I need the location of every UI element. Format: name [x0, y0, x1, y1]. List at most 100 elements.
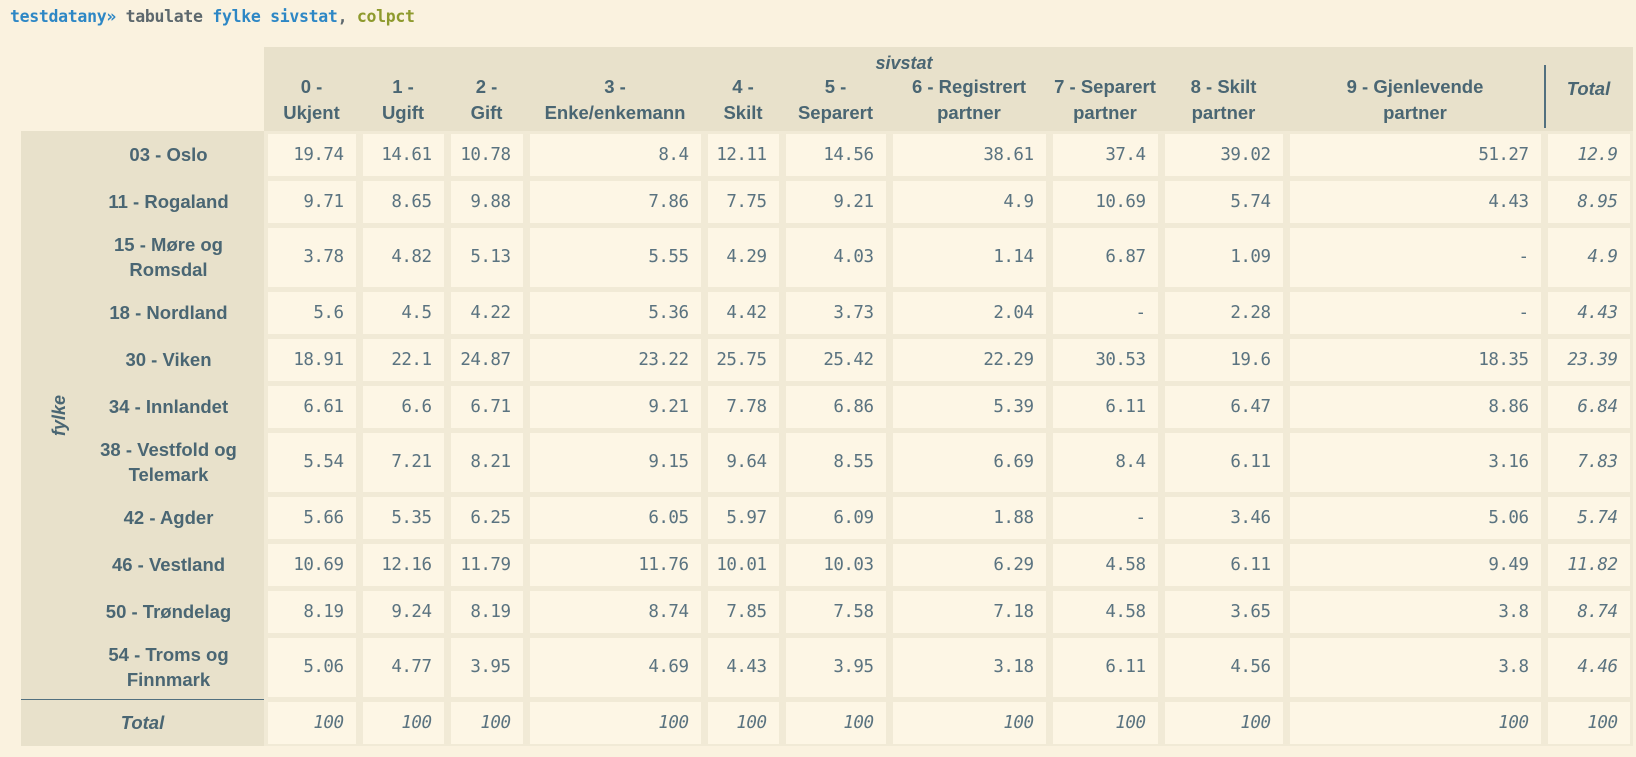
column-header-line: 8 - Skilt	[1190, 76, 1257, 97]
data-cell: 6.61	[267, 385, 356, 428]
row-total-cell: 8.74	[1547, 590, 1630, 633]
total-column-header: Total	[1544, 47, 1633, 131]
column-header-line: partner	[1383, 102, 1447, 123]
data-cell: 4.42	[707, 291, 779, 334]
data-cell: 5.13	[450, 227, 523, 287]
data-cell: 6.11	[1052, 385, 1158, 428]
row-label-text: 11 - Rogaland	[108, 191, 229, 212]
command-segment-prompt: testdatany»	[10, 7, 116, 26]
data-cell: 5.66	[267, 496, 356, 539]
row-label: 38 - Vestfold og Telemark	[21, 430, 264, 494]
row-label-text: 03 - Oslo	[129, 144, 208, 165]
data-cell: 9.49	[1289, 543, 1541, 586]
column-header-line: partner	[937, 102, 1001, 123]
row-label: 03 - Oslo	[21, 131, 264, 178]
column-header-line: 3 -	[604, 76, 626, 97]
data-cell: 9.24	[362, 590, 444, 633]
data-cell: 18.91	[267, 338, 356, 381]
data-cell: 4.58	[1052, 543, 1158, 586]
data-cell: 4.69	[529, 637, 701, 697]
data-cell: 4.5	[362, 291, 444, 334]
data-cell: 4.82	[362, 227, 444, 287]
column-header: 1 - Ugift	[359, 73, 447, 131]
column-header-line: partner	[1191, 102, 1256, 123]
data-cell: 5.36	[529, 291, 701, 334]
row-label-text: 50 - Trøndelag	[105, 601, 232, 622]
data-cell: 22.29	[892, 338, 1046, 381]
column-header-line: 5 -	[824, 76, 847, 97]
data-cell: 2.28	[1164, 291, 1283, 334]
data-cell: 39.02	[1164, 133, 1283, 176]
data-cell: 30.53	[1052, 338, 1158, 381]
data-cell: 9.21	[785, 180, 886, 223]
row-label: 11 - Rogaland	[21, 178, 264, 225]
data-cell: 25.75	[707, 338, 779, 381]
column-header-line: Gift	[470, 102, 503, 123]
data-cell: 4.9	[892, 180, 1046, 223]
data-cell: 7.18	[892, 590, 1046, 633]
data-cell: 7.78	[707, 385, 779, 428]
column-header: 5 - Separert	[782, 73, 889, 131]
data-cell: 4.77	[362, 637, 444, 697]
row-total-cell: 12.9	[1547, 133, 1630, 176]
column-header-line: 1 -	[392, 76, 414, 97]
data-cell: 4.56	[1164, 637, 1283, 697]
data-cell: -	[1052, 291, 1158, 334]
data-cell: 6.86	[785, 385, 886, 428]
column-total-cell: 100	[1289, 701, 1541, 744]
row-label-text: 42 - Agder	[123, 507, 214, 528]
data-cell: 6.11	[1164, 432, 1283, 492]
data-cell: 10.78	[450, 133, 523, 176]
row-label-text: 38 - Vestfold og Telemark	[100, 439, 237, 485]
data-cell: 6.11	[1164, 543, 1283, 586]
row-group-label: fylke	[49, 394, 70, 436]
column-total-cell: 100	[362, 701, 444, 744]
row-label: 34 - Innlandet	[21, 383, 264, 430]
data-cell: 3.16	[1289, 432, 1541, 492]
data-cell: -	[1289, 291, 1541, 334]
data-cell: 51.27	[1289, 133, 1541, 176]
data-cell: -	[1052, 496, 1158, 539]
row-total-cell: 4.43	[1547, 291, 1630, 334]
data-cell: 4.43	[707, 637, 779, 697]
data-cell: 3.8	[1289, 637, 1541, 697]
data-cell: 5.6	[267, 291, 356, 334]
data-cell: 1.14	[892, 227, 1046, 287]
row-label-text: 34 - Innlandet	[108, 396, 229, 417]
data-cell: 38.61	[892, 133, 1046, 176]
data-cell: 7.75	[707, 180, 779, 223]
column-header: 7 - Separert partner	[1049, 73, 1161, 131]
data-cell: 8.21	[450, 432, 523, 492]
command-segment-variables: fylke sivstat	[212, 7, 338, 26]
data-cell: 3.8	[1289, 590, 1541, 633]
data-cell: 6.47	[1164, 385, 1283, 428]
row-total-cell: 7.83	[1547, 432, 1630, 492]
data-cell: 5.06	[1289, 496, 1541, 539]
data-cell: 8.65	[362, 180, 444, 223]
column-header-line: 2 -	[475, 76, 498, 97]
row-label: 18 - Nordland	[21, 289, 264, 336]
data-cell: 3.65	[1164, 590, 1283, 633]
column-header-line: Enke/enkemann	[544, 102, 686, 123]
data-cell: 7.21	[362, 432, 444, 492]
data-cell: 7.86	[529, 180, 701, 223]
row-label-text: 15 - Møre og Romsdal	[114, 234, 223, 280]
data-cell: 7.85	[707, 590, 779, 633]
data-cell: 5.55	[529, 227, 701, 287]
data-cell: 9.21	[529, 385, 701, 428]
column-header: 2 - Gift	[447, 73, 526, 131]
column-total-cell: 100	[1164, 701, 1283, 744]
column-header-line: 0 -	[300, 76, 323, 97]
data-cell: 4.29	[707, 227, 779, 287]
data-cell: -	[1289, 227, 1541, 287]
row-label: 42 - Agder	[21, 494, 264, 541]
data-cell: 9.88	[450, 180, 523, 223]
data-cell: 24.87	[450, 338, 523, 381]
row-label: 46 - Vestland	[21, 541, 264, 588]
data-cell: 25.42	[785, 338, 886, 381]
data-cell: 11.76	[529, 543, 701, 586]
command-segment-command-keyword: tabulate	[115, 7, 213, 26]
data-cell: 5.39	[892, 385, 1046, 428]
column-header: 9 - Gjenlevende partner	[1286, 73, 1544, 131]
